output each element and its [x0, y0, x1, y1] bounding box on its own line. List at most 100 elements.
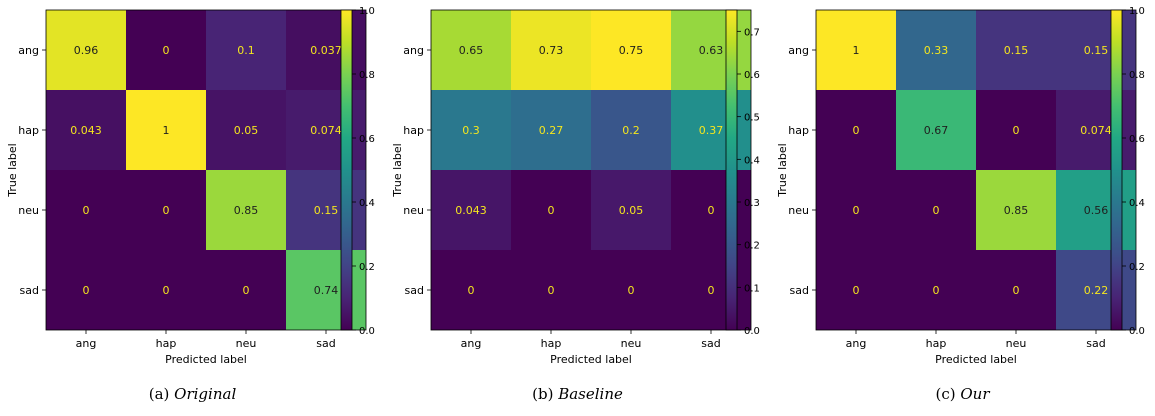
cell-value-label: 0	[708, 204, 715, 217]
cell-value-label: 0	[163, 44, 170, 57]
cell-value-label: 0.043	[70, 124, 102, 137]
heatmap-cell	[206, 90, 286, 170]
heatmap-cell	[286, 170, 366, 250]
heatmap-cell	[511, 170, 591, 250]
plot-frame	[430, 9, 752, 331]
colorbar-tick-label: 0.3	[744, 198, 760, 209]
x-axis-label: Predicted label	[935, 353, 1017, 366]
confusion-matrix-chart: 0.96 0 0.1 0.037 0.043 1 0.05 0.074 0 0 0.85 0.15 0 0…	[6, 6, 375, 366]
heatmap-cell	[816, 250, 896, 330]
cell-value-label: 1	[853, 44, 860, 57]
heatmap-cell	[671, 250, 751, 330]
colorbar-tick-label: 0.2	[1129, 262, 1145, 273]
cell-value-label: 0.043	[455, 204, 487, 217]
x-tick-label: hap	[541, 337, 562, 350]
cell-value-label: 0.15	[1004, 44, 1029, 57]
cell-value-label: 0	[468, 284, 475, 297]
heatmap-cell	[816, 10, 896, 90]
colorbar-tick-label: 1.0	[359, 6, 375, 17]
heatmap-cell	[206, 170, 286, 250]
colorbar	[340, 9, 353, 331]
colorbar-tick-label: 0.6	[744, 70, 760, 81]
heatmap-cell	[671, 90, 751, 170]
cell-value-label: 0.2	[622, 124, 640, 137]
colorbar-tick-label: 0.0	[744, 326, 760, 337]
heatmap-cell	[896, 90, 976, 170]
cell-value-label: 0	[83, 284, 90, 297]
confusion-matrix-chart: 1 0.33 0.15 0.15 0 0.67 0 0.074 0 0 0.85 0.56 0 0 0 0.2…	[776, 6, 1145, 366]
colorbar-tick-label: 0.2	[744, 241, 760, 252]
x-axis-label: Predicted label	[550, 353, 632, 366]
cell-value-label: 0.37	[699, 124, 724, 137]
x-tick-label: neu	[236, 337, 257, 350]
confusion-matrix-chart: 0.65 0.73 0.75 0.63 0.3 0.27 0.2 0.37 0.043 0 0.05…	[391, 9, 760, 366]
x-tick-label: sad	[701, 337, 720, 350]
cell-value-label: 0.27	[539, 124, 564, 137]
cell-value-label: 0.75	[619, 44, 644, 57]
heatmap-cell	[896, 10, 976, 90]
heatmap-cell	[1056, 250, 1136, 330]
heatmap-cell	[1056, 170, 1136, 250]
cell-value-label: 0.33	[924, 44, 949, 57]
cell-value-label: 0.15	[314, 204, 339, 217]
confusion-matrix-panel-our: 1 0.33 0.15 0.15 0 0.67 0 0.074 0 0 0.85 0.56 0 0 0 0.2…	[770, 0, 1155, 416]
x-tick-label: ang	[461, 337, 482, 350]
colorbar-tick-label: 0.6	[359, 134, 375, 145]
colorbar	[725, 9, 738, 331]
x-tick-label: ang	[846, 337, 867, 350]
caption-name: Baseline	[558, 385, 623, 403]
cell-value-label: 0.15	[1084, 44, 1109, 57]
heatmap-cell	[976, 250, 1056, 330]
y-tick-label: hap	[788, 124, 809, 137]
heatmap-cell	[126, 90, 206, 170]
colorbar-tick-label: 0.8	[1129, 70, 1145, 81]
cell-value-label: 0.037	[310, 44, 342, 57]
cell-value-label: 0	[163, 284, 170, 297]
colorbar	[1110, 9, 1123, 331]
cell-value-label: 0.74	[314, 284, 339, 297]
heatmap-cell	[591, 90, 671, 170]
caption-prefix: (b)	[532, 385, 559, 403]
cell-value-label: 0	[83, 204, 90, 217]
y-tick-label: ang	[403, 44, 424, 57]
cell-value-label: 0	[548, 284, 555, 297]
caption-name: Our	[960, 385, 990, 403]
y-axis-label: True label	[391, 143, 404, 197]
cell-value-label: 0.3	[462, 124, 480, 137]
y-tick-label: neu	[403, 204, 424, 217]
y-tick-label: hap	[18, 124, 39, 137]
cell-value-label: 0	[933, 284, 940, 297]
y-tick-label: sad	[405, 284, 424, 297]
y-axis-label: True label	[6, 143, 19, 197]
confusion-matrix-panel-original: 0.96 0 0.1 0.037 0.043 1 0.05 0.074 0 0 0.85 0.15 0 0…	[0, 0, 385, 416]
heatmap-cell	[671, 10, 751, 90]
cell-value-label: 0	[1013, 284, 1020, 297]
x-tick-label: hap	[926, 337, 947, 350]
heatmap-cell	[816, 90, 896, 170]
heatmap-cell	[46, 250, 126, 330]
heatmap-cell	[431, 170, 511, 250]
heatmap-cell	[206, 10, 286, 90]
heatmap-cell	[1056, 10, 1136, 90]
x-tick-label: neu	[1006, 337, 1027, 350]
heatmap-cell	[591, 10, 671, 90]
cell-value-label: 0	[853, 204, 860, 217]
cell-value-label: 0	[933, 204, 940, 217]
heatmap-cell	[671, 170, 751, 250]
y-tick-label: hap	[403, 124, 424, 137]
cell-value-label: 0	[853, 284, 860, 297]
y-tick-label: sad	[790, 284, 809, 297]
cell-value-label: 0.85	[1004, 204, 1029, 217]
heatmap-cell	[591, 170, 671, 250]
x-tick-label: neu	[621, 337, 642, 350]
cell-value-label: 0.67	[924, 124, 949, 137]
heatmap-cell	[126, 10, 206, 90]
heatmap-cell	[511, 90, 591, 170]
y-tick-label: ang	[18, 44, 39, 57]
cell-value-label: 0.85	[234, 204, 259, 217]
cell-value-label: 0.56	[1084, 204, 1109, 217]
colorbar-tick-label: 0.8	[359, 70, 375, 81]
colorbar-tick-label: 0.5	[744, 113, 760, 124]
y-axis-label: True label	[776, 143, 789, 197]
heatmap-cell	[511, 250, 591, 330]
